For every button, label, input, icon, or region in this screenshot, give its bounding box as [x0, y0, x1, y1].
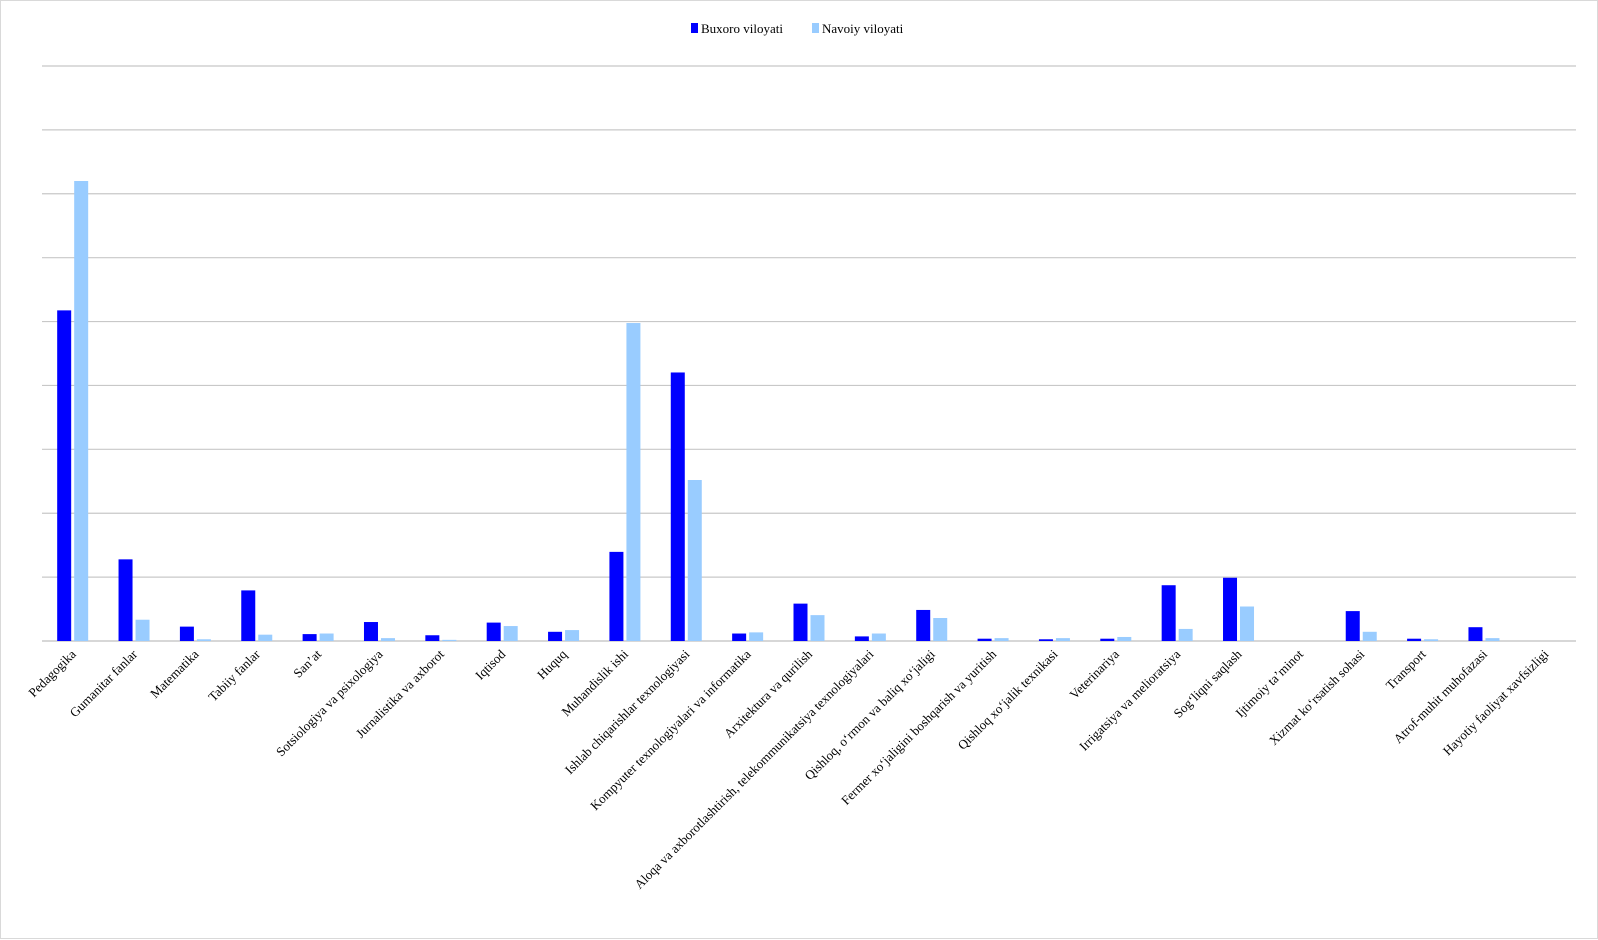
bar-buxoro-arxitektura-va-qurilish — [793, 603, 808, 641]
bar-buxoro-gumanitar-fanlar — [118, 559, 133, 641]
bar-navoiy-veterinariya — [1117, 636, 1132, 641]
bar-buxoro-aloqa-va-axborotlashtirish-telekommunikatsiya-texnologiyalari — [854, 636, 869, 641]
bar-buxoro-veterinariya — [1100, 638, 1115, 641]
x-tick-label-ishlab-chiqarishlar-texnologiyasi: Ishlab chiqarishlar texnologiyasi — [562, 646, 693, 777]
bar-navoiy-huquq — [565, 630, 580, 641]
bar-buxoro-xizmat-ko-rsatish-sohasi — [1345, 611, 1360, 641]
x-tick-label-hayotiy-faoliyat-xavfsizligi: Hayotiy faoliyat xavfsizligi — [1440, 646, 1552, 758]
bar-navoiy-jurnalistika-va-axborot — [442, 639, 457, 641]
x-tick-label-san-at: San’at — [290, 646, 324, 680]
bar-navoiy-pedagogika — [74, 181, 89, 641]
x-tick-label-tabiiy-fanlar: Tabiiy fanlar — [205, 646, 263, 704]
bar-buxoro-atrof-muhit-muhofazasi — [1468, 627, 1483, 641]
bar-buxoro-iqtisod — [486, 622, 501, 641]
bar-navoiy-ishlab-chiqarishlar-texnologiyasi — [687, 480, 702, 641]
bar-navoiy-transport — [1424, 639, 1439, 641]
bar-buxoro-qishloq-o-rmon-va-baliq-xo-jaligi — [916, 609, 931, 641]
bar-buxoro-fermer-xo-jaligini-boshqarish-va-yuritish — [977, 638, 992, 641]
x-tick-label-irrigatsiya-va-melioratsiya: Irrigatsiya va melioratsiya — [1076, 646, 1183, 753]
bar-navoiy-matematika — [196, 639, 211, 641]
bar-navoiy-fermer-xo-jaligini-boshqarish-va-yuritish — [994, 638, 1009, 641]
x-tick-label-iqtisod: Iqtisod — [472, 646, 508, 682]
x-tick-label-veterinariya: Veterinariya — [1066, 646, 1122, 702]
bars — [57, 181, 1500, 641]
x-tick-label-transport: Transport — [1383, 646, 1429, 692]
x-tick-label-pedagogika: Pedagogika — [25, 646, 79, 700]
legend-swatch-buxoro — [691, 23, 698, 33]
bar-buxoro-irrigatsiya-va-melioratsiya — [1161, 585, 1176, 641]
bar-navoiy-aloqa-va-axborotlashtirish-telekommunikatsiya-texnologiyalari — [871, 633, 886, 641]
bar-buxoro-tabiiy-fanlar — [241, 590, 256, 641]
bar-buxoro-pedagogika — [57, 310, 72, 641]
bar-buxoro-huquq — [548, 631, 563, 641]
x-tick-label-huquq: Huquq — [534, 646, 570, 682]
bar-buxoro-sog-liqni-saqlash — [1223, 577, 1238, 641]
bar-buxoro-qishloq-xo-jalik-texnikasi — [1038, 639, 1053, 641]
x-tick-label-aloqa-va-axborotlashtirish-telekommunikatsiya-texnologiyalari: Aloqa va axborotlashtirish, telekommunik… — [631, 646, 876, 891]
bar-buxoro-jurnalistika-va-axborot — [425, 635, 440, 641]
bar-navoiy-iqtisod — [503, 626, 518, 641]
bar-navoiy-kompyuter-texnologiyalari-va-informatika — [749, 632, 764, 641]
bar-buxoro-ishlab-chiqarishlar-texnologiyasi — [670, 372, 685, 641]
bar-buxoro-muhandislik-ishi — [609, 551, 624, 641]
bar-buxoro-matematika — [179, 626, 194, 641]
bar-buxoro-sotsiologiya-va-psixologiya — [363, 622, 378, 641]
x-tick-label-qishloq-xo-jalik-texnikasi: Qishloq xo‘jalik texnikasi — [954, 646, 1060, 752]
x-tick-label-qishloq-o-rmon-va-baliq-xo-jaligi: Qishloq, o‘rmon va baliq xo‘jaligi — [801, 646, 938, 783]
bar-buxoro-kompyuter-texnologiyalari-va-informatika — [732, 633, 747, 641]
bar-navoiy-gumanitar-fanlar — [135, 619, 150, 641]
legend-label-buxoro: Buxoro viloyati — [701, 21, 783, 36]
gridlines — [42, 65, 1576, 642]
bar-navoiy-san-at — [319, 633, 334, 641]
legend-swatch-navoiy — [812, 23, 819, 33]
bar-navoiy-qishloq-o-rmon-va-baliq-xo-jaligi — [933, 618, 948, 641]
bar-navoiy-xizmat-ko-rsatish-sohasi — [1362, 631, 1377, 641]
x-tick-label-sotsiologiya-va-psixologiya: Sotsiologiya va psixologiya — [273, 646, 386, 759]
bar-buxoro-transport — [1407, 638, 1422, 641]
legend: Buxoro viloyati Navoiy viloyati — [691, 21, 904, 36]
bar-navoiy-sotsiologiya-va-psixologiya — [380, 638, 395, 641]
bar-navoiy-arxitektura-va-qurilish — [810, 615, 825, 641]
bar-navoiy-qishloq-xo-jalik-texnikasi — [1055, 638, 1070, 641]
x-tick-label-matematika: Matematika — [147, 646, 202, 701]
bar-buxoro-san-at — [302, 634, 317, 641]
bar-navoiy-tabiiy-fanlar — [258, 634, 273, 641]
bar-navoiy-sog-liqni-saqlash — [1240, 606, 1255, 641]
bar-navoiy-irrigatsiya-va-melioratsiya — [1178, 628, 1193, 641]
legend-label-navoiy: Navoiy viloyati — [822, 21, 904, 36]
bar-navoiy-muhandislik-ishi — [626, 323, 641, 641]
bar-navoiy-atrof-muhit-muhofazasi — [1485, 638, 1500, 641]
